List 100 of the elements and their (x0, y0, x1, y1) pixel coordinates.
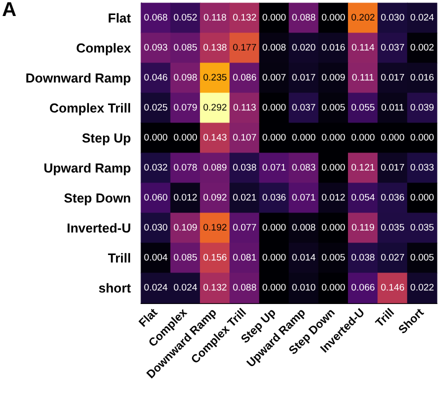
data-label: 0.085 (174, 252, 198, 264)
text: A (2, 0, 16, 21)
data-label: 0.008 (262, 42, 286, 54)
data-label: 0.066 (351, 282, 375, 294)
x-tick-label: Trill (374, 306, 397, 330)
data-label: 0.002 (410, 42, 434, 54)
data-label: 0.000 (351, 132, 375, 144)
data-label: 0.000 (144, 132, 168, 144)
y-tick-label: Complex Trill (49, 100, 131, 116)
data-label: 0.077 (232, 222, 256, 234)
y-tick-label: Flat (108, 10, 132, 26)
data-label: 0.143 (203, 132, 227, 144)
data-label: 0.005 (322, 102, 346, 114)
data-label: 0.010 (292, 282, 316, 294)
data-label: 0.038 (351, 252, 375, 264)
data-label: 0.032 (144, 162, 168, 174)
data-label: 0.005 (410, 252, 434, 264)
data-label: 0.156 (203, 252, 227, 264)
data-label: 0.036 (262, 192, 286, 204)
data-label: 0.037 (380, 42, 404, 54)
data-label: 0.005 (322, 252, 346, 264)
data-label: 0.132 (232, 12, 256, 24)
y-tick-label: Trill (108, 250, 131, 266)
y-tick-label: Upward Ramp (44, 160, 132, 176)
data-label: 0.119 (351, 222, 375, 234)
data-label: 0.060 (144, 192, 168, 204)
data-label: 0.085 (174, 42, 198, 54)
y-tick-label: Step Up (82, 130, 132, 146)
data-label: 0.114 (351, 42, 375, 54)
data-label: 0.000 (262, 222, 286, 234)
data-label: 0.039 (410, 102, 434, 114)
data-label: 0.024 (174, 282, 198, 294)
data-label: 0.030 (144, 222, 168, 234)
data-label: 0.083 (292, 162, 316, 174)
data-label: 0.088 (292, 12, 316, 24)
data-label: 0.088 (232, 282, 256, 294)
data-label: 0.011 (381, 102, 404, 114)
data-label: 0.107 (232, 132, 256, 144)
data-label: 0.014 (292, 252, 316, 264)
y-tick-label: Step Down (64, 190, 132, 206)
data-label: 0.071 (292, 192, 316, 204)
y-tick-label: Complex (76, 40, 132, 56)
data-label: 0.009 (322, 72, 346, 84)
data-label: 0.012 (322, 192, 346, 204)
data-label: 0.093 (144, 42, 168, 54)
data-label: 0.007 (262, 72, 286, 84)
data-label: 0.022 (410, 282, 434, 294)
data-label: 0.121 (351, 162, 375, 174)
data-label: 0.036 (380, 192, 404, 204)
data-label: 0.202 (351, 12, 375, 24)
data-label: 0.098 (174, 72, 198, 84)
data-label: 0.111 (352, 72, 374, 84)
data-label: 0.038 (232, 162, 256, 174)
data-label: 0.081 (232, 252, 256, 264)
data-label: 0.055 (351, 102, 375, 114)
data-label: 0.035 (410, 222, 434, 234)
y-tick-label: short (98, 280, 132, 296)
data-label: 0.016 (322, 42, 346, 54)
data-label: 0.000 (262, 282, 286, 294)
data-label: 0.033 (410, 162, 434, 174)
data-label: 0.037 (292, 102, 316, 114)
data-label: 0.132 (203, 282, 227, 294)
data-label: 0.089 (203, 162, 227, 174)
data-label: 0.000 (292, 132, 316, 144)
data-label: 0.024 (144, 282, 168, 294)
data-label: 0.020 (292, 42, 316, 54)
data-label: 0.000 (322, 12, 346, 24)
data-label: 0.000 (380, 132, 404, 144)
data-label: 0.017 (292, 72, 316, 84)
data-label: 0.035 (380, 222, 404, 234)
data-label: 0.016 (410, 72, 434, 84)
data-label: 0.030 (380, 12, 404, 24)
data-label: 0.000 (322, 162, 346, 174)
data-label: 0.052 (174, 12, 198, 24)
data-label: 0.079 (174, 102, 198, 114)
data-label: 0.192 (203, 222, 227, 234)
data-label: 0.138 (203, 42, 227, 54)
data-label: 0.017 (380, 72, 404, 84)
data-label: 0.292 (203, 102, 227, 114)
data-label: 0.000 (262, 12, 286, 24)
data-label: 0.021 (232, 192, 256, 204)
data-label: 0.025 (144, 102, 168, 114)
data-label: 0.071 (262, 162, 286, 174)
data-label: 0.000 (410, 192, 434, 204)
data-label: 0.146 (380, 282, 404, 294)
data-label: 0.113 (233, 102, 256, 114)
data-label: 0.012 (174, 192, 198, 204)
data-label: 0.046 (144, 72, 168, 84)
data-label: 0.092 (203, 192, 227, 204)
data-label: 0.000 (262, 132, 286, 144)
y-tick-label: Inverted-U (66, 220, 131, 236)
data-label: 0.054 (351, 192, 375, 204)
data-label: 0.109 (174, 222, 198, 234)
data-label: 0.177 (232, 42, 256, 54)
data-label: 0.000 (410, 132, 434, 144)
data-label: 0.086 (232, 72, 256, 84)
data-label: 0.027 (380, 252, 404, 264)
y-tick-label: Downward Ramp (26, 70, 132, 86)
data-label: 0.024 (410, 12, 434, 24)
data-label: 0.235 (203, 72, 227, 84)
